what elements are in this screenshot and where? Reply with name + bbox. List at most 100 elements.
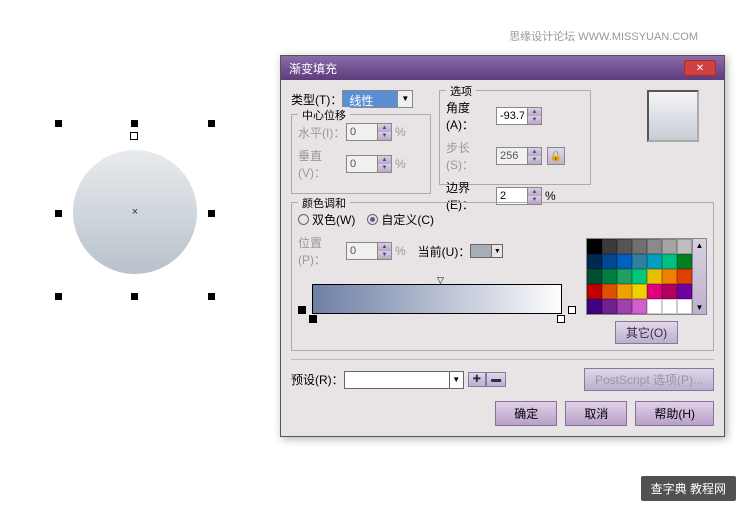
preset-remove-button[interactable]: ▬ <box>486 372 506 387</box>
gradient-editor[interactable]: ▽ <box>312 284 562 314</box>
options-label: 选项 <box>446 83 476 99</box>
palette-cell[interactable] <box>602 284 617 299</box>
postscript-button: PostScript 选项(P)... <box>584 368 714 391</box>
others-button[interactable]: 其它(O) <box>615 321 678 344</box>
rotate-handle[interactable] <box>130 132 138 140</box>
palette-cell[interactable] <box>647 284 662 299</box>
help-button[interactable]: 帮助(H) <box>635 401 714 426</box>
palette-cell[interactable] <box>617 269 632 284</box>
handle-br[interactable] <box>208 293 215 300</box>
preset-label: 预设(R)： <box>291 371 344 388</box>
palette-cell[interactable] <box>662 284 677 299</box>
color-palette: ▲▼ <box>586 238 707 315</box>
preset-combo[interactable]: ▼ <box>344 371 464 389</box>
footer-buttons: 确定 取消 帮助(H) <box>291 401 714 426</box>
palette-cell[interactable] <box>647 299 662 314</box>
ok-button[interactable]: 确定 <box>495 401 557 426</box>
palette-cell[interactable] <box>602 239 617 254</box>
palette-cell[interactable] <box>587 284 602 299</box>
palette-cell[interactable] <box>677 239 692 254</box>
handle-mr[interactable] <box>208 210 215 217</box>
position-label: 位置(P)： <box>298 234 346 268</box>
spin-up-icon[interactable]: ▲ <box>527 108 541 116</box>
palette-cell[interactable] <box>662 254 677 269</box>
edge-input[interactable] <box>497 189 527 203</box>
step-label: 步长(S)： <box>446 139 496 173</box>
type-value: 线性 <box>343 91 397 107</box>
handle-bm[interactable] <box>131 293 138 300</box>
palette-cell[interactable] <box>617 254 632 269</box>
preset-add-button[interactable]: ✚ <box>468 372 486 387</box>
scroll-down-icon[interactable]: ▼ <box>696 303 704 312</box>
handle-bl[interactable] <box>55 293 62 300</box>
palette-cell[interactable] <box>587 239 602 254</box>
palette-cell[interactable] <box>602 254 617 269</box>
palette-cell[interactable] <box>632 284 647 299</box>
palette-cell[interactable] <box>662 299 677 314</box>
palette-cell[interactable] <box>647 254 662 269</box>
palette-cell[interactable] <box>632 269 647 284</box>
chevron-down-icon[interactable]: ▼ <box>397 91 412 107</box>
palette-cell[interactable] <box>662 269 677 284</box>
handle-tl[interactable] <box>55 120 62 127</box>
chevron-down-icon[interactable]: ▼ <box>492 244 503 258</box>
color-blend-group: 颜色调和 双色(W) 自定义(C) 位置(P)： ▲▼ % 当前(U)： ▼ <box>291 202 714 351</box>
center-offset-group: 中心位移 水平(I)： ▲▼ % 垂直(V)： ▲▼ <box>291 114 431 194</box>
palette-cell[interactable] <box>677 284 692 299</box>
black-marker <box>298 306 306 314</box>
custom-radio[interactable]: 自定义(C) <box>367 211 434 228</box>
handle-tm[interactable] <box>131 120 138 127</box>
canvas-selection: × <box>55 120 215 300</box>
palette-cell[interactable] <box>677 254 692 269</box>
palette-cell[interactable] <box>602 269 617 284</box>
close-button[interactable]: ✕ <box>684 60 716 76</box>
twocolor-radio[interactable]: 双色(W) <box>298 211 355 228</box>
color-stop-right[interactable] <box>557 315 565 323</box>
palette-cell[interactable] <box>617 239 632 254</box>
position-input <box>347 244 377 258</box>
angle-spin[interactable]: ▲▼ <box>496 107 542 125</box>
palette-cell[interactable] <box>677 299 692 314</box>
current-color-swatch[interactable] <box>470 244 492 258</box>
scroll-up-icon[interactable]: ▲ <box>696 241 704 250</box>
palette-cell[interactable] <box>587 254 602 269</box>
palette-cell[interactable] <box>647 269 662 284</box>
midpoint-marker[interactable]: ▽ <box>437 275 444 286</box>
chevron-down-icon[interactable]: ▼ <box>449 372 463 388</box>
position-spin: ▲▼ <box>346 242 392 260</box>
handle-ml[interactable] <box>55 210 62 217</box>
palette-scrollbar[interactable]: ▲▼ <box>693 238 707 315</box>
palette-cell[interactable] <box>647 239 662 254</box>
gradient-circle[interactable]: × <box>73 150 197 274</box>
handle-tr[interactable] <box>208 120 215 127</box>
palette-cell[interactable] <box>617 284 632 299</box>
palette-cell[interactable] <box>632 299 647 314</box>
spin-down-icon[interactable]: ▼ <box>527 116 541 124</box>
horizontal-input <box>347 125 377 139</box>
watermark-top: 思缘设计论坛 WWW.MISSYUAN.COM <box>509 28 698 44</box>
palette-cell[interactable] <box>632 254 647 269</box>
palette-cell[interactable] <box>662 239 677 254</box>
horizontal-spin: ▲▼ <box>346 123 392 141</box>
percent-label: % <box>395 244 406 258</box>
palette-cell[interactable] <box>617 299 632 314</box>
lock-button[interactable]: 🔒 <box>547 147 565 165</box>
color-blend-label: 颜色调和 <box>298 195 350 211</box>
spin-down-icon: ▼ <box>377 251 391 259</box>
palette-cell[interactable] <box>587 269 602 284</box>
spin-down-icon: ▼ <box>377 164 391 172</box>
titlebar[interactable]: 渐变填充 ✕ <box>281 56 724 80</box>
type-combo[interactable]: 线性 ▼ <box>342 90 413 108</box>
step-input <box>497 149 527 163</box>
horizontal-label: 水平(I)： <box>298 124 346 141</box>
color-stop-left[interactable] <box>309 315 317 323</box>
palette-cell[interactable] <box>602 299 617 314</box>
type-label: 类型(T)： <box>291 91 342 108</box>
angle-input[interactable] <box>497 109 527 123</box>
cancel-button[interactable]: 取消 <box>565 401 627 426</box>
center-offset-label: 中心位移 <box>298 107 350 123</box>
palette-cell[interactable] <box>677 269 692 284</box>
palette-cell[interactable] <box>587 299 602 314</box>
spin-up-icon[interactable]: ▲ <box>527 188 541 196</box>
palette-cell[interactable] <box>632 239 647 254</box>
